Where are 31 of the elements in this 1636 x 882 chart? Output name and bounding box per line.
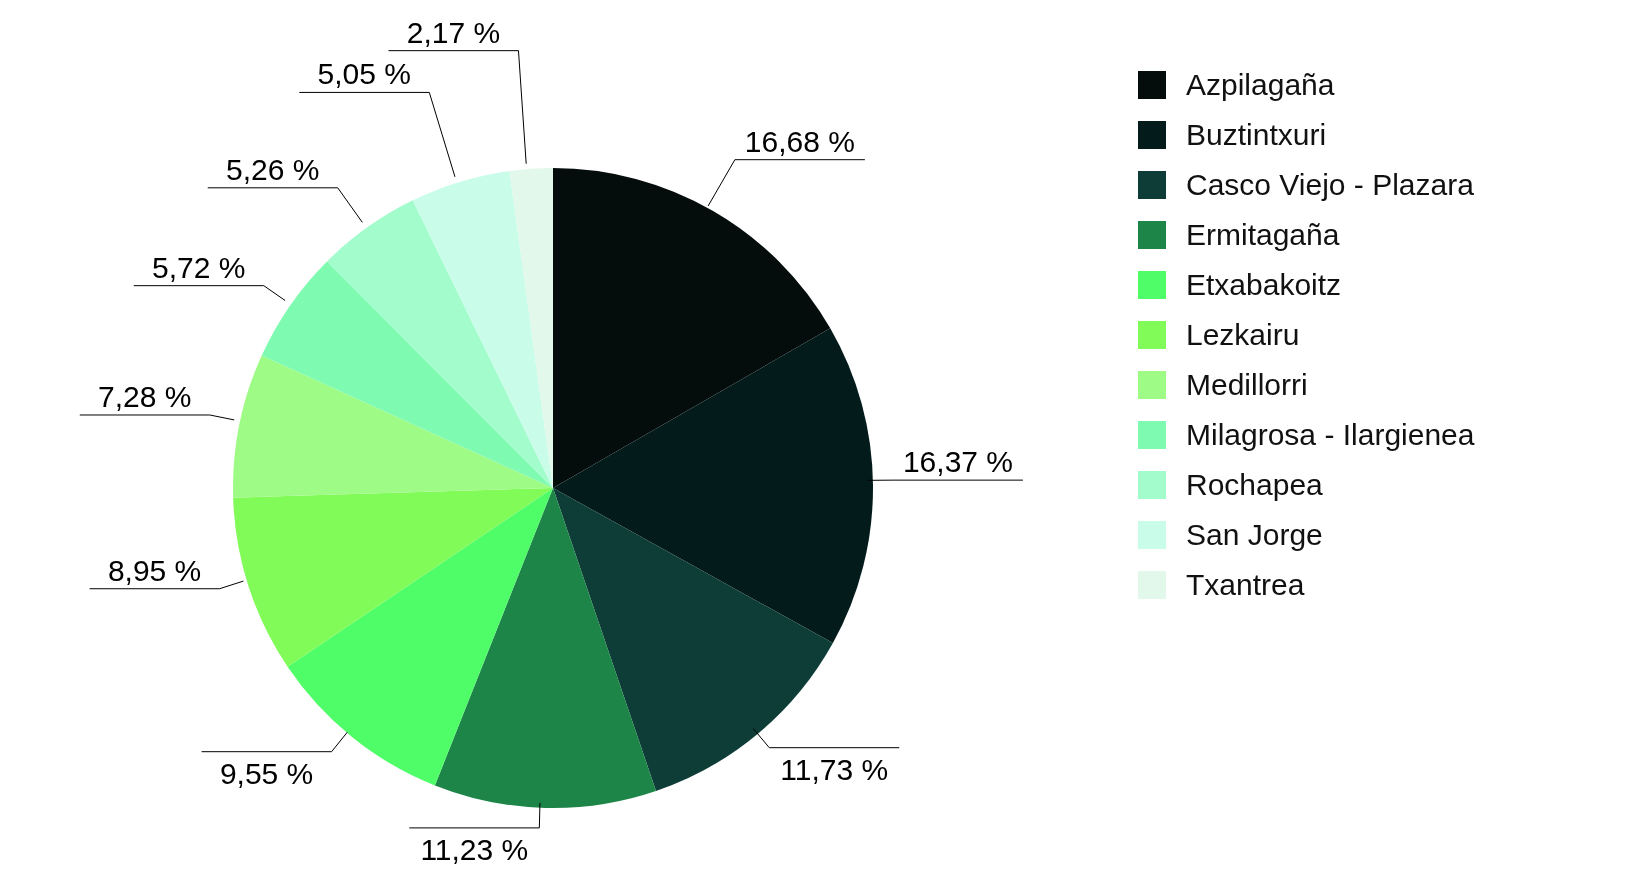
- legend-label: Txantrea: [1186, 568, 1305, 602]
- legend-label: Medillorri: [1186, 368, 1308, 402]
- pie-slice: [553, 328, 873, 644]
- data-label: 16,37 %: [902, 445, 1014, 479]
- legend-label: Etxabakoitz: [1186, 268, 1342, 302]
- pie-slice: [434, 488, 656, 808]
- data-label: 16,68 %: [744, 124, 855, 158]
- data-label: 5,26 %: [226, 152, 320, 186]
- pie-slice: [412, 170, 553, 488]
- legend-label: Buztintxuri: [1186, 118, 1327, 152]
- pie-slice: [233, 355, 553, 498]
- data-label: 11,23 %: [420, 832, 529, 866]
- data-label: 8,95 %: [107, 553, 202, 587]
- pie-slice: [233, 488, 553, 667]
- data-label: 7,28 %: [98, 380, 192, 413]
- pie-slice: [326, 200, 553, 488]
- legend-label: San Jorge: [1186, 518, 1323, 552]
- data-label: 9,55 %: [219, 756, 314, 790]
- data-label: 11,73 %: [780, 752, 889, 786]
- legend-label: Lezkairu: [1186, 318, 1300, 352]
- pie-slice: [553, 168, 831, 488]
- pie-slice: [287, 488, 553, 786]
- legend-label: Casco Viejo - Plazara: [1186, 168, 1474, 202]
- legend-label: Milagrosa - Ilargienea: [1186, 418, 1475, 452]
- data-label: 2,17 %: [406, 15, 501, 49]
- legend-label: Ermitagaña: [1186, 218, 1340, 252]
- data-label: 5,05 %: [317, 57, 412, 91]
- data-label: 5,72 %: [152, 250, 246, 284]
- pie-slice: [261, 261, 553, 488]
- legend-label: Rochapea: [1186, 468, 1323, 502]
- legend-label: Azpilagaña: [1186, 68, 1335, 102]
